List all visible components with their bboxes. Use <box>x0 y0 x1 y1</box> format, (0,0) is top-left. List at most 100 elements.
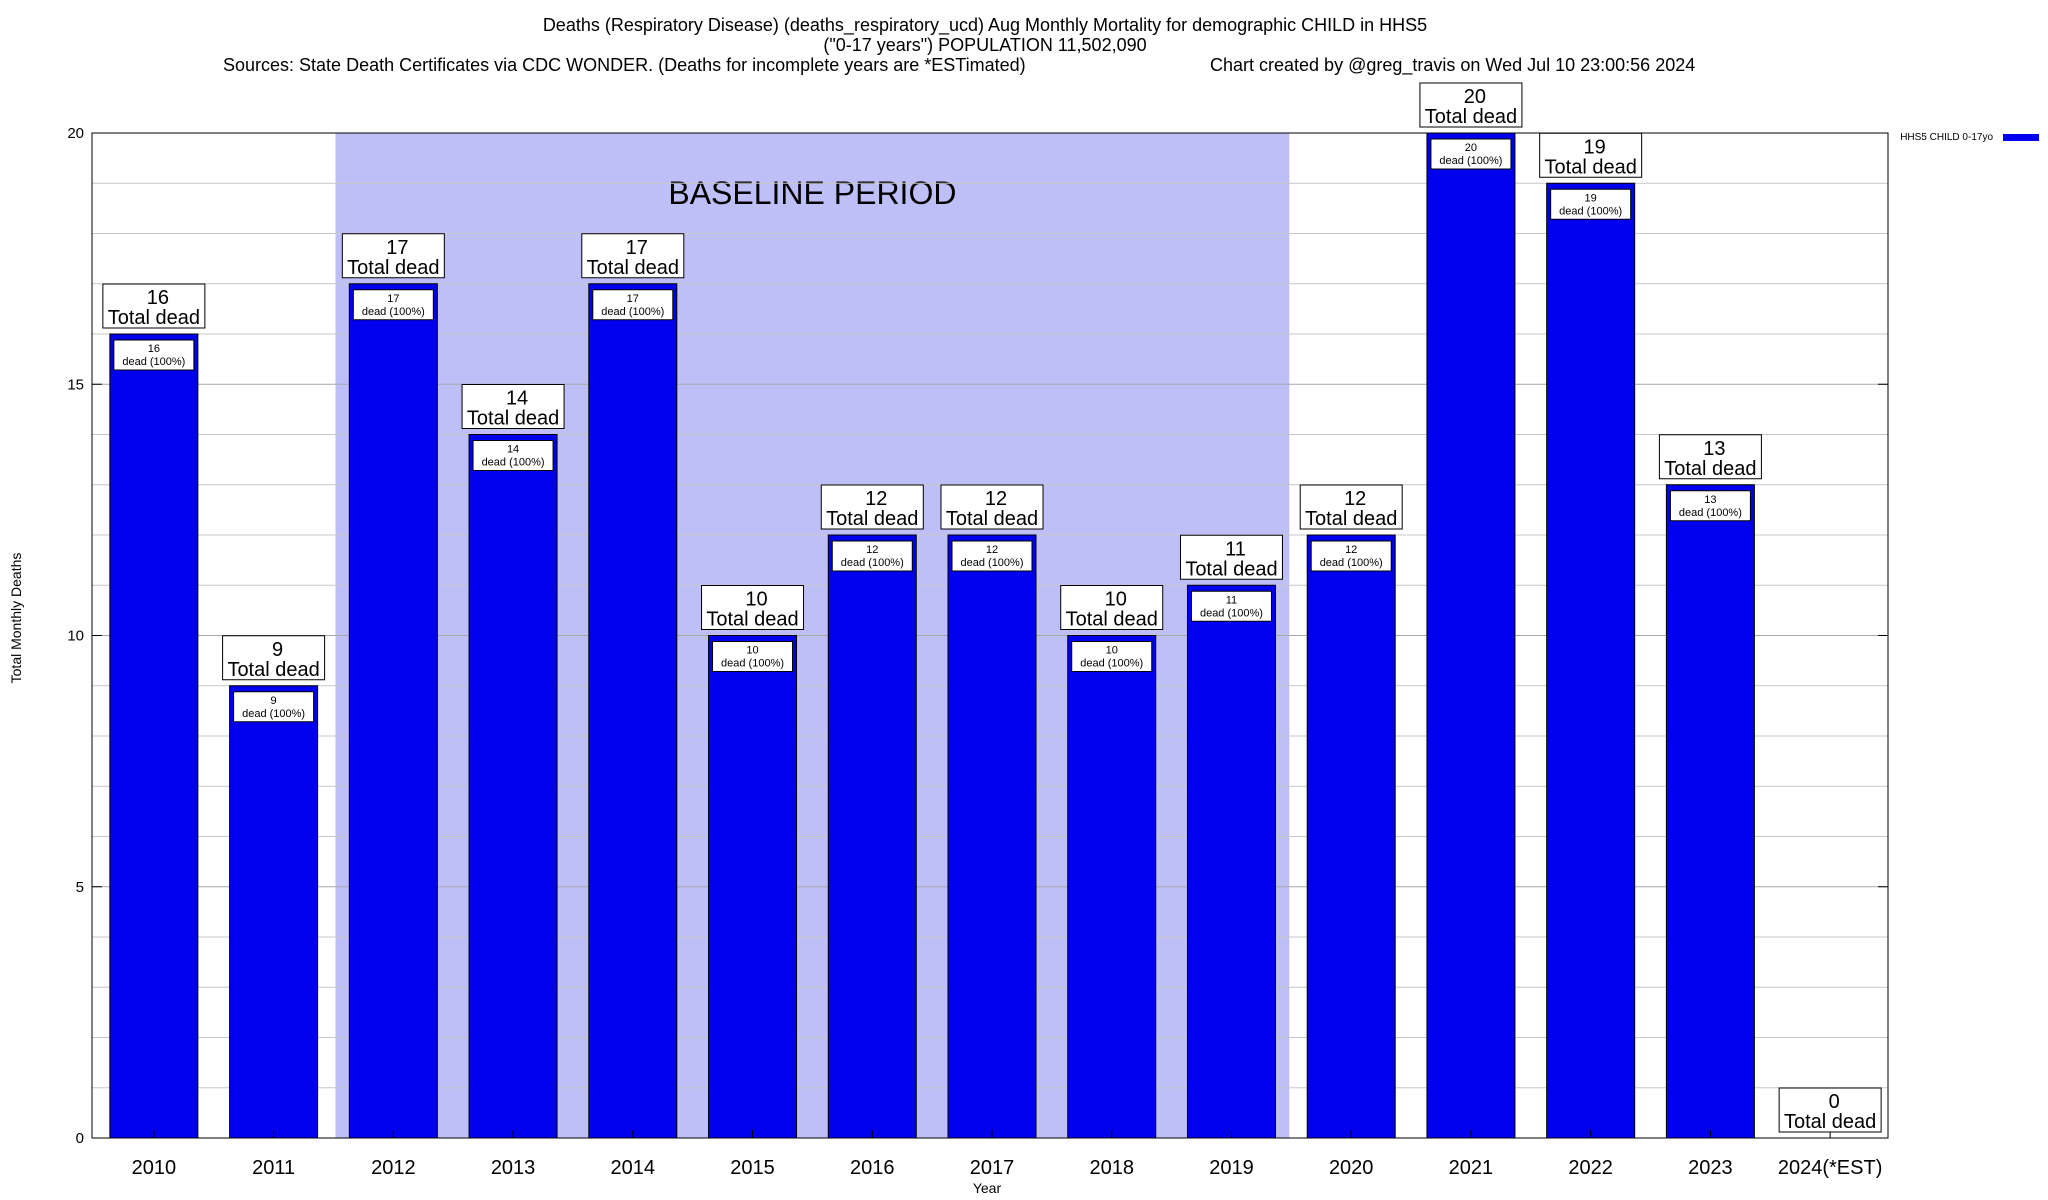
x-tick-label: 2014 <box>611 1157 656 1179</box>
x-tick-label: 2011 <box>252 1157 295 1179</box>
bar-inner-text: dead (100%) <box>601 306 664 318</box>
y-axis-label: Total Monthly Deaths <box>8 553 24 684</box>
bar-total-value: 9 <box>272 639 283 661</box>
bar-inner-text: dead (100%) <box>961 557 1024 569</box>
bar-inner-value: 10 <box>746 645 758 657</box>
bar-inner-value: 17 <box>387 293 399 305</box>
bar <box>1067 635 1157 1139</box>
x-tick-label: 2018 <box>1089 1157 1134 1179</box>
y-tick-label: 10 <box>67 628 84 645</box>
bar-inner-text: dead (100%) <box>122 356 185 368</box>
x-tick-label: 2013 <box>491 1157 536 1179</box>
bar-total-label-box <box>581 233 685 279</box>
bar-inner-label-box <box>592 289 674 321</box>
bar-total-label-box <box>341 233 445 279</box>
bar-total-value: 12 <box>1344 488 1366 510</box>
bar-total-text: Total dead <box>1305 508 1397 530</box>
bar-total-text: Total dead <box>1066 609 1158 631</box>
bar-total-label-box <box>1060 585 1164 630</box>
legend: HHS5 CHILD 0-17yo <box>1900 132 2039 143</box>
chart-title-line1: Deaths (Respiratory Disease) (deaths_res… <box>543 15 1427 36</box>
x-axis-label: Year <box>973 1180 1002 1196</box>
bar-total-value: 17 <box>626 237 648 259</box>
bar-total-text: Total dead <box>706 609 798 631</box>
bar-total-value: 0 <box>1829 1091 1840 1113</box>
bar <box>348 283 438 1139</box>
bar-total-text: Total dead <box>1784 1111 1876 1133</box>
bar-total-value: 10 <box>745 589 767 611</box>
bar-total-text: Total dead <box>467 408 559 430</box>
x-tick-label: 2022 <box>1568 1157 1613 1179</box>
bar-total-text: Total dead <box>347 257 439 279</box>
chart-sources: Sources: State Death Certificates via CD… <box>223 55 1026 75</box>
x-tick-label: 2023 <box>1688 1157 1733 1179</box>
chart-title-line2: ("0-17 years") POPULATION 11,502,090 <box>823 35 1146 55</box>
bar-total-text: Total dead <box>227 659 319 681</box>
bar-total-value: 12 <box>865 488 887 510</box>
y-tick-label: 15 <box>67 376 84 393</box>
bar <box>1426 132 1516 1139</box>
bar <box>708 635 798 1139</box>
bar-inner-text: dead (100%) <box>1559 205 1622 217</box>
bar-inner-text: dead (100%) <box>1439 155 1502 167</box>
bar-inner-value: 16 <box>148 343 160 355</box>
y-tick-label: 0 <box>76 1130 84 1147</box>
x-tick-label: 2020 <box>1329 1157 1374 1179</box>
x-tick-label: 2015 <box>730 1157 775 1179</box>
bar-inner-text: dead (100%) <box>242 708 305 720</box>
bar-total-label-box <box>222 635 326 681</box>
bar <box>1665 484 1755 1139</box>
bar-total-label-box <box>1778 1087 1882 1133</box>
bar-inner-label-box <box>712 641 794 672</box>
bar-total-label-box <box>1539 132 1643 178</box>
bar-inner-text: dead (100%) <box>1679 507 1742 519</box>
bar-inner-value: 10 <box>1106 645 1118 657</box>
bar <box>1306 534 1396 1139</box>
x-tick-label: 2021 <box>1449 1157 1494 1179</box>
bar-inner-text: dead (100%) <box>1200 607 1263 619</box>
x-tick-label: 2016 <box>850 1157 895 1179</box>
bar-inner-label-box <box>1430 138 1512 170</box>
bar-total-text: Total dead <box>1425 106 1517 128</box>
bar-total-label-box <box>461 384 565 429</box>
bar-inner-value: 12 <box>986 544 998 556</box>
bar-total-value: 11 <box>1225 538 1246 560</box>
bar-inner-value: 19 <box>1585 192 1597 204</box>
bar-inner-value: 12 <box>866 544 878 556</box>
bar <box>229 685 319 1139</box>
bar-inner-value: 14 <box>507 444 519 456</box>
bar-inner-label-box <box>831 540 913 572</box>
bar-inner-value: 20 <box>1465 142 1477 154</box>
bar-total-text: Total dead <box>1664 458 1756 480</box>
bar-inner-label-box <box>352 289 434 321</box>
bar-inner-label-box <box>1669 490 1751 522</box>
bar-inner-value: 17 <box>627 293 639 305</box>
bar <box>1546 182 1636 1139</box>
bar-total-value: 16 <box>147 287 169 309</box>
legend-label: HHS5 CHILD 0-17yo <box>1900 132 1993 143</box>
bar-total-label-box <box>701 585 805 630</box>
bar-inner-label-box <box>1550 188 1632 220</box>
bar-total-text: Total dead <box>946 508 1038 530</box>
bar-total-label-box <box>1179 534 1283 580</box>
bar-total-text: Total dead <box>1545 156 1637 178</box>
